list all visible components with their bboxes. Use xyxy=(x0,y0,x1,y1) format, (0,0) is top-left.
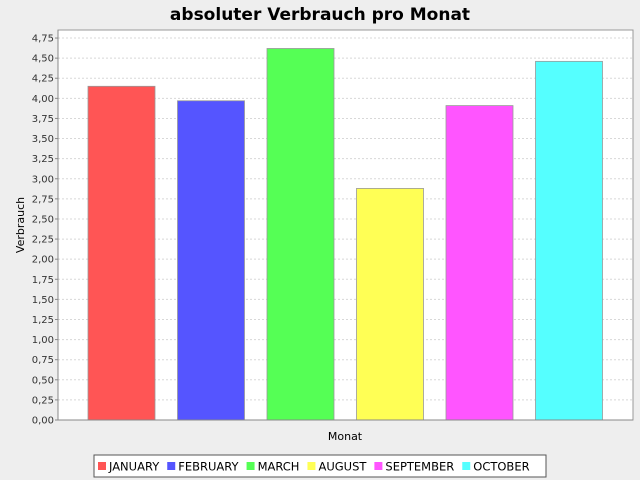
y-tick-label: 1,00 xyxy=(32,335,54,346)
y-tick-label: 3,25 xyxy=(32,154,54,165)
legend-swatch xyxy=(374,462,383,470)
legend-swatch xyxy=(98,462,106,470)
y-tick-label: 0,50 xyxy=(32,375,54,386)
legend-label: JANUARY xyxy=(108,460,160,474)
y-tick-label: 4,50 xyxy=(32,54,54,65)
legend-swatch xyxy=(307,462,316,470)
legend-box xyxy=(93,454,547,478)
y-axis-ticks: 0,00 0,25 0,50 0,75 1,00 1,25 1,50 1,75 2,00 2,25… xyxy=(32,34,58,427)
y-tick-label: 3,75 xyxy=(32,114,54,125)
legend-swatch xyxy=(167,462,176,470)
y-tick-label: 0,25 xyxy=(32,395,54,406)
y-tick-label: 3,50 xyxy=(32,134,54,145)
y-tick-label: 4,00 xyxy=(32,94,54,105)
legend-label: FEBRUARY xyxy=(178,460,239,474)
bar-february xyxy=(177,100,245,421)
bar-september xyxy=(445,105,514,421)
y-tick-label: 1,75 xyxy=(32,275,54,286)
y-tick-label: 4,75 xyxy=(32,34,54,45)
y-tick-label: 4,25 xyxy=(32,74,54,85)
legend-label: OCTOBER xyxy=(473,460,529,474)
y-tick-label: 0,00 xyxy=(32,416,54,427)
bar-august xyxy=(356,188,424,421)
legend-swatch xyxy=(246,462,255,470)
bar-october xyxy=(535,60,603,421)
bar-january xyxy=(87,85,156,421)
y-tick-label: 2,50 xyxy=(32,214,54,225)
legend-label: AUGUST xyxy=(318,460,367,474)
y-tick-label: 2,00 xyxy=(32,255,54,266)
legend-label: SEPTEMBER xyxy=(385,460,454,474)
bar-march xyxy=(266,48,335,421)
y-tick-label: 3,00 xyxy=(32,174,54,185)
legend: JANUARY FEBRUARY MARCH AUGUST SEPTEMBER OCTOB… xyxy=(93,454,547,478)
y-tick-label: 2,25 xyxy=(32,235,54,246)
legend-items: JANUARY FEBRUARY MARCH AUGUST SEPTEMBER OCTOB… xyxy=(98,460,530,474)
y-axis-label: Verbrauch xyxy=(14,197,27,253)
legend-label: MARCH xyxy=(258,460,300,474)
y-tick-label: 1,25 xyxy=(32,315,54,326)
x-axis-label: Monat xyxy=(328,430,363,443)
bars xyxy=(87,48,603,421)
chart-title: absoluter Verbrauch pro Monat xyxy=(170,5,470,25)
y-tick-label: 0,75 xyxy=(32,355,54,366)
legend-swatch xyxy=(462,462,471,470)
y-tick-label: 2,75 xyxy=(32,194,54,205)
y-tick-label: 1,50 xyxy=(32,295,54,306)
